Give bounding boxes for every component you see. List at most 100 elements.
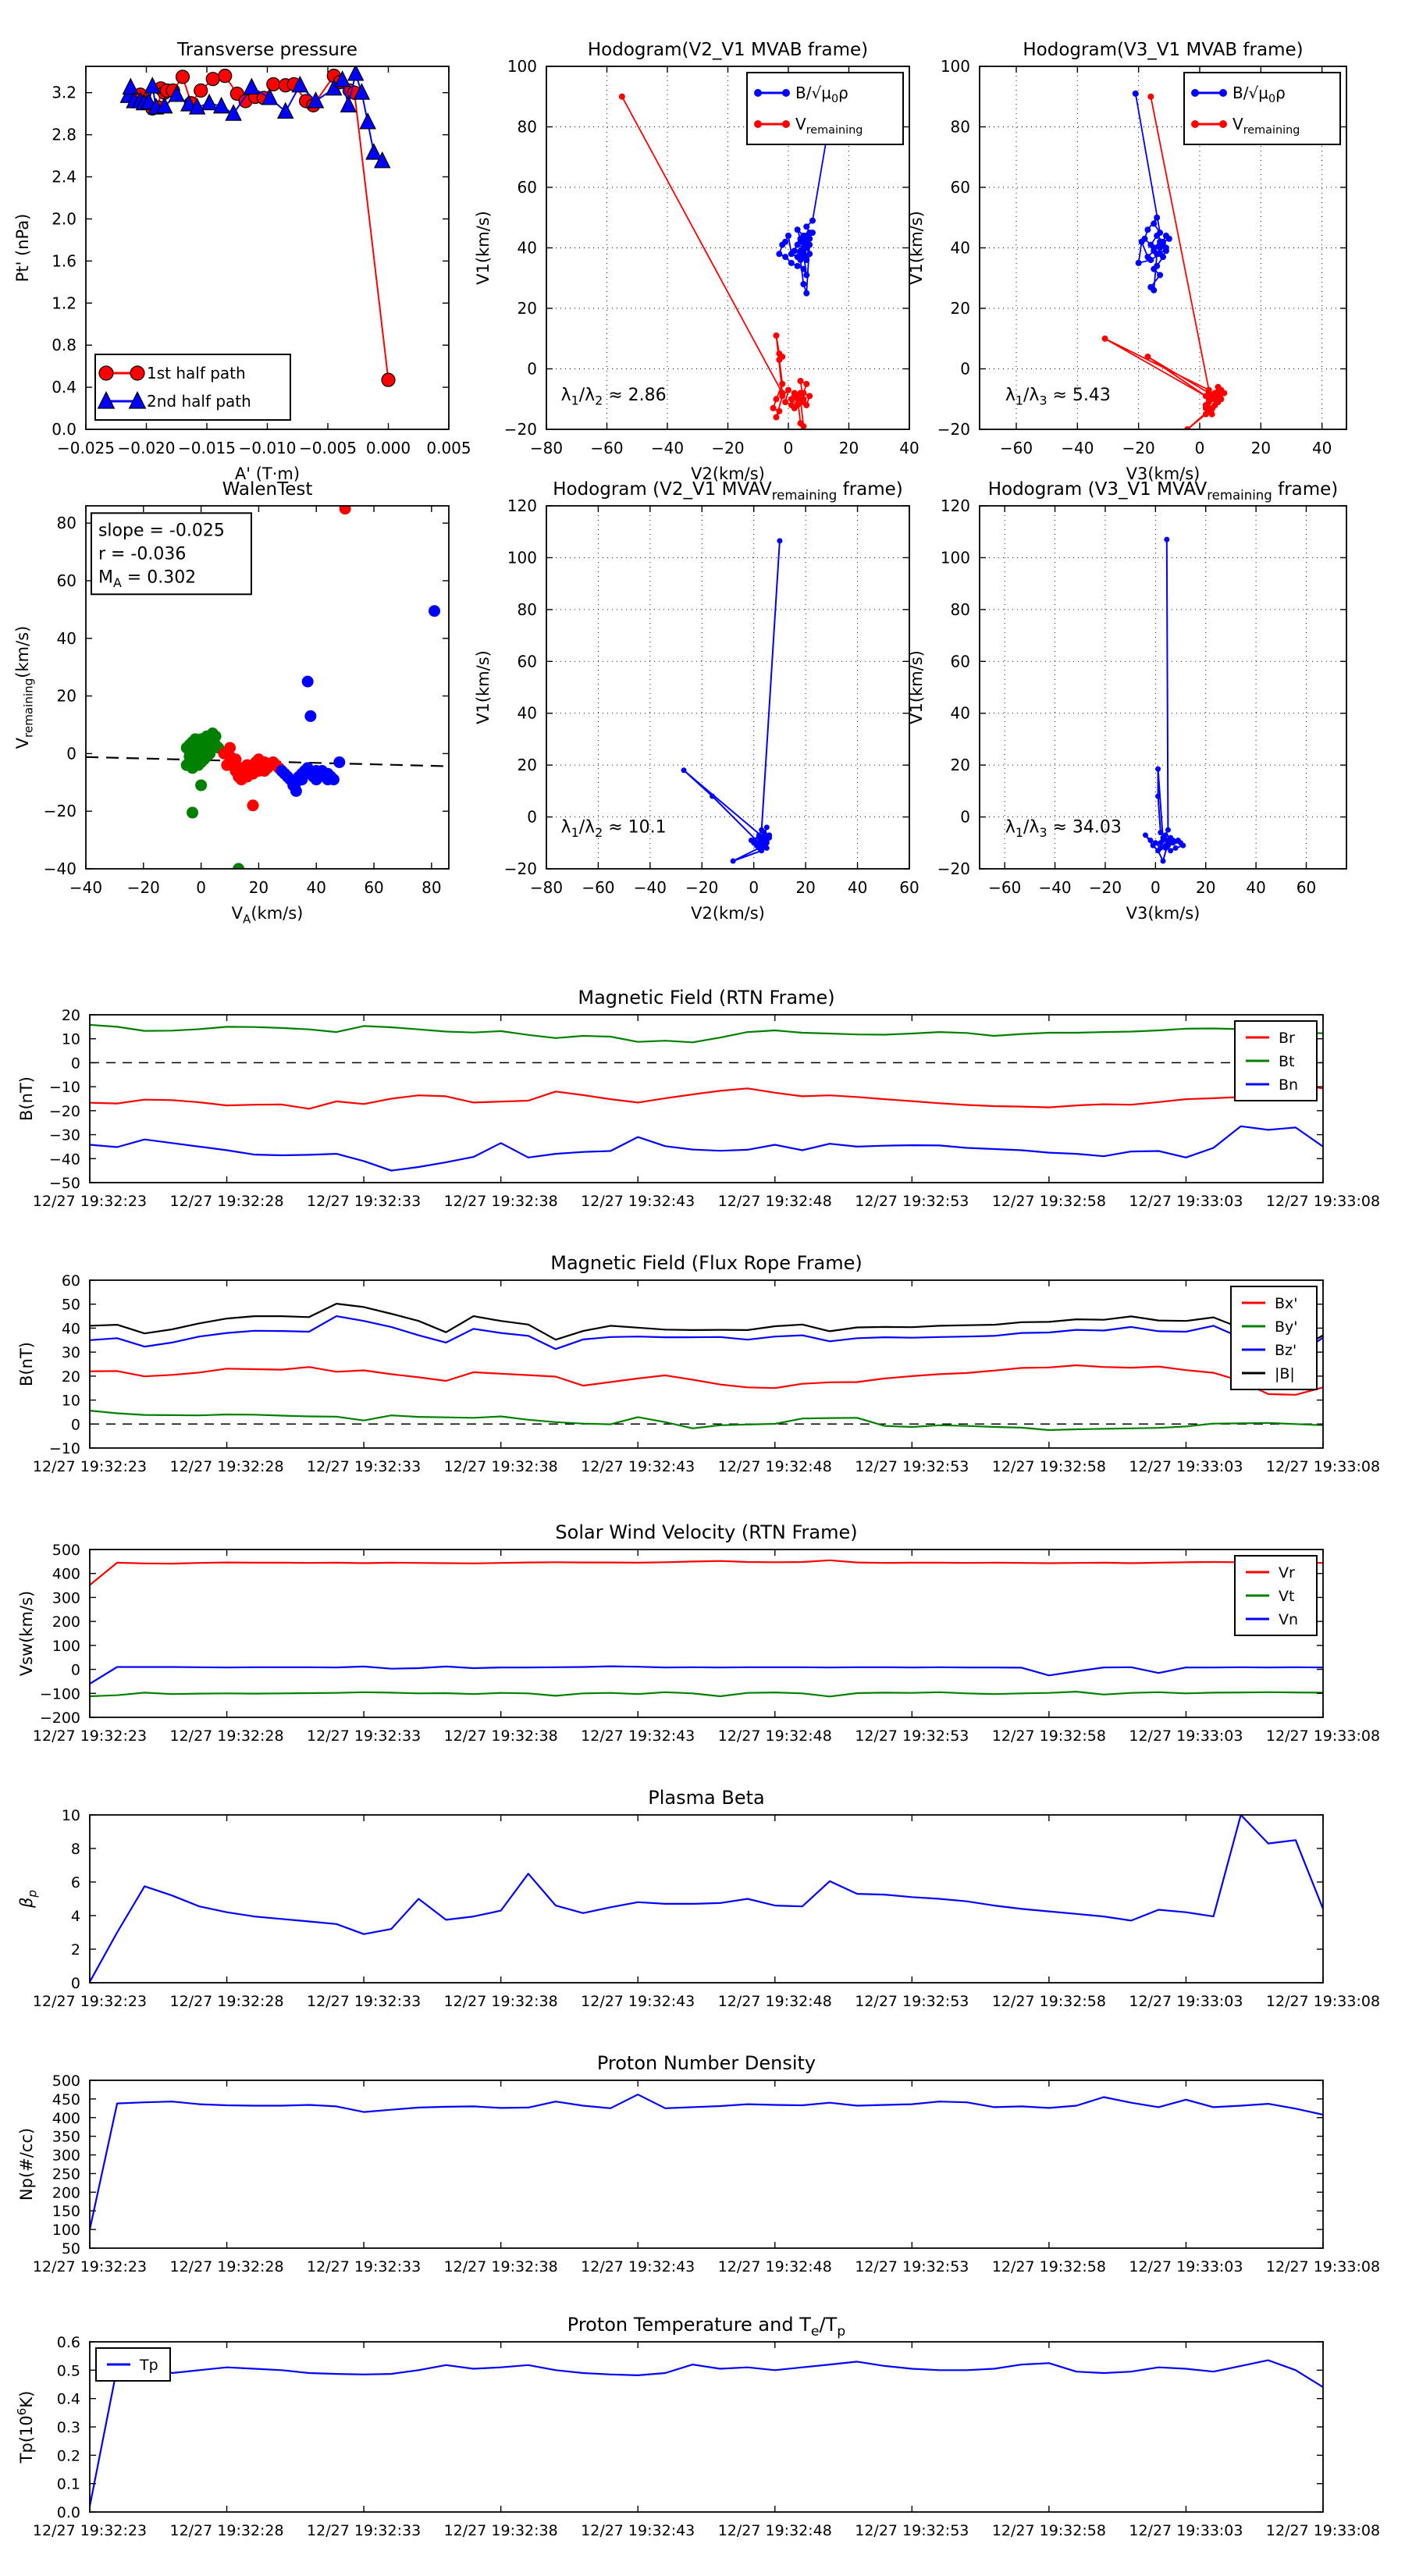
point-marker <box>333 756 346 768</box>
point-marker <box>1151 265 1158 272</box>
svg-text:−40: −40 <box>44 859 76 878</box>
transverse-pressure-ticks <box>85 66 450 430</box>
point-marker <box>809 217 816 224</box>
svg-text:120: 120 <box>941 496 970 515</box>
hodogram-v3v1-mvav-grid <box>980 505 1346 870</box>
svg-text:80: 80 <box>518 600 537 619</box>
hodogram-v3v1-mvab-legend-label: B/√μ0ρ <box>1232 84 1286 105</box>
magnetic-field-rtn-y-axis-label: B(nT) <box>17 1076 36 1121</box>
svg-text:0: 0 <box>66 744 76 763</box>
svg-text:12/27 19:32:23: 12/27 19:32:23 <box>33 1458 147 1475</box>
svg-text:12/27 19:32:33: 12/27 19:32:33 <box>307 1727 421 1745</box>
hodogram-v2v1-mvab-annotation: λ1/λ2 ≈ 2.86 <box>561 386 667 408</box>
svg-text:12/27 19:33:03: 12/27 19:33:03 <box>1129 1193 1243 1210</box>
point-marker <box>206 742 219 754</box>
svg-text:40: 40 <box>951 239 970 258</box>
svg-text:12/27 19:32:43: 12/27 19:32:43 <box>581 1193 695 1210</box>
hodogram-v3v1-mvab-legend: B/√μ0ρ Vremaining <box>1183 72 1341 145</box>
triangle-marker <box>97 390 116 409</box>
point-marker <box>794 241 801 248</box>
point-marker <box>800 281 807 287</box>
point-marker <box>779 393 786 400</box>
magnetic-field-flux-rope-frame <box>89 1279 1324 1449</box>
solar-wind-velocity-y-axis-label: Vsw(km/s) <box>17 1591 36 1677</box>
svg-text:100: 100 <box>52 2222 80 2239</box>
magnetic-field-flux-rope-x-tick-labels: 12/27 19:32:23 12/27 19:32:28 12/27 19:32:… <box>33 1458 1380 1475</box>
svg-text:−20: −20 <box>504 420 537 439</box>
triangle-marker <box>122 77 140 95</box>
svg-text:12/27 19:32:58: 12/27 19:32:58 <box>992 2522 1106 2539</box>
point-marker <box>797 378 804 384</box>
svg-text:450: 450 <box>52 2091 80 2108</box>
point-marker <box>1162 233 1169 239</box>
svg-text:60: 60 <box>518 652 537 671</box>
svg-text:60: 60 <box>364 878 383 897</box>
svg-text:0.4: 0.4 <box>52 378 76 397</box>
svg-text:300: 300 <box>52 2147 80 2165</box>
svg-text:−80: −80 <box>530 439 563 457</box>
point-marker <box>1178 840 1184 846</box>
point-marker <box>779 241 786 248</box>
svg-text:12/27 19:32:23: 12/27 19:32:23 <box>33 2522 147 2539</box>
point-marker <box>1205 396 1212 403</box>
svg-text:−0.015: −0.015 <box>178 439 236 457</box>
magnetic-field-rtn-y-tick-labels: −50 −40 −30 −20 −10 0 10 20 <box>49 1007 80 1192</box>
svg-text:12/27 19:32:33: 12/27 19:32:33 <box>307 1458 421 1475</box>
magnetic-field-rtn-legend-label: Bn <box>1279 1076 1298 1094</box>
point-marker <box>205 72 220 87</box>
svg-text:12/27 19:32:43: 12/27 19:32:43 <box>581 1727 695 1745</box>
solar-wind-velocity-title: Solar Wind Velocity (RTN Frame) <box>555 1521 857 1543</box>
svg-text:−20: −20 <box>1122 439 1155 457</box>
svg-text:−100: −100 <box>40 1685 80 1703</box>
magnetic-field-rtn-legend: Br Bt Bn <box>1234 1020 1318 1101</box>
proton-temperature-legend: Tp <box>95 2347 171 2382</box>
solar-wind-velocity-ticks <box>89 1549 1324 1718</box>
svg-text:−60: −60 <box>988 878 1021 897</box>
proton-temperature-title: Proton Temperature and Te/Tp <box>567 2314 845 2339</box>
point-marker <box>187 806 199 819</box>
svg-text:−10: −10 <box>49 1079 80 1096</box>
svg-text:−20: −20 <box>685 878 718 897</box>
point-marker <box>247 799 259 812</box>
proton-number-density-ticks <box>89 2080 1324 2249</box>
svg-text:100: 100 <box>52 1638 80 1655</box>
point-marker <box>803 380 810 387</box>
series-Tp <box>90 2359 1323 2507</box>
svg-text:150: 150 <box>52 2203 80 2220</box>
point-marker <box>1157 238 1164 245</box>
hodogram-v2v1-mvav-ticks <box>546 505 910 870</box>
point-marker <box>1157 244 1164 251</box>
series-v-remaining <box>1101 93 1228 429</box>
svg-text:20: 20 <box>951 299 970 318</box>
svg-text:12/27 19:32:38: 12/27 19:32:38 <box>444 1458 558 1475</box>
svg-text:−40: −40 <box>49 1151 80 1168</box>
svg-text:−80: −80 <box>530 878 563 897</box>
point-marker <box>1211 393 1218 400</box>
point-marker <box>806 393 813 400</box>
series-first-half-path <box>133 69 396 387</box>
hodogram-v3v1-mvav-ticks <box>980 505 1346 870</box>
svg-text:−20: −20 <box>1089 878 1122 897</box>
svg-text:12/27 19:32:38: 12/27 19:32:38 <box>444 1993 558 2010</box>
point-marker <box>803 290 810 297</box>
point-marker <box>763 824 770 831</box>
svg-text:−10: −10 <box>49 1440 80 1457</box>
hodogram-v2v1-mvav-y-tick-labels: −20 0 20 40 60 80 100 120 <box>504 496 537 878</box>
series-Vt <box>90 1691 1323 1698</box>
svg-text:1.2: 1.2 <box>52 294 76 312</box>
svg-text:0.3: 0.3 <box>57 2419 80 2436</box>
svg-text:12/27 19:32:53: 12/27 19:32:53 <box>855 1993 969 2010</box>
point-marker <box>754 120 762 128</box>
point-marker <box>1157 272 1164 279</box>
svg-text:12/27 19:32:23: 12/27 19:32:23 <box>33 1193 147 1210</box>
series-Bz-prime <box>90 1315 1323 1360</box>
point-marker <box>782 120 790 128</box>
point-marker <box>1218 396 1225 403</box>
solar-wind-velocity-legend: Vr Vt Vn <box>1234 1555 1318 1636</box>
svg-text:12/27 19:32:43: 12/27 19:32:43 <box>581 1993 695 2010</box>
magnetic-field-flux-rope-legend-label: |B| <box>1275 1365 1295 1382</box>
hodogram-v2v1-mvab-y-axis-label: V1(km/s) <box>474 211 493 285</box>
hodogram-v3v1-mvab-y-axis-label: V1(km/s) <box>907 211 926 285</box>
chart-proton-temperature: 12/27 19:32:23 12/27 19:32:28 12/27 19:32:… <box>15 2314 1380 2539</box>
svg-text:12/27 19:32:48: 12/27 19:32:48 <box>718 1727 832 1745</box>
